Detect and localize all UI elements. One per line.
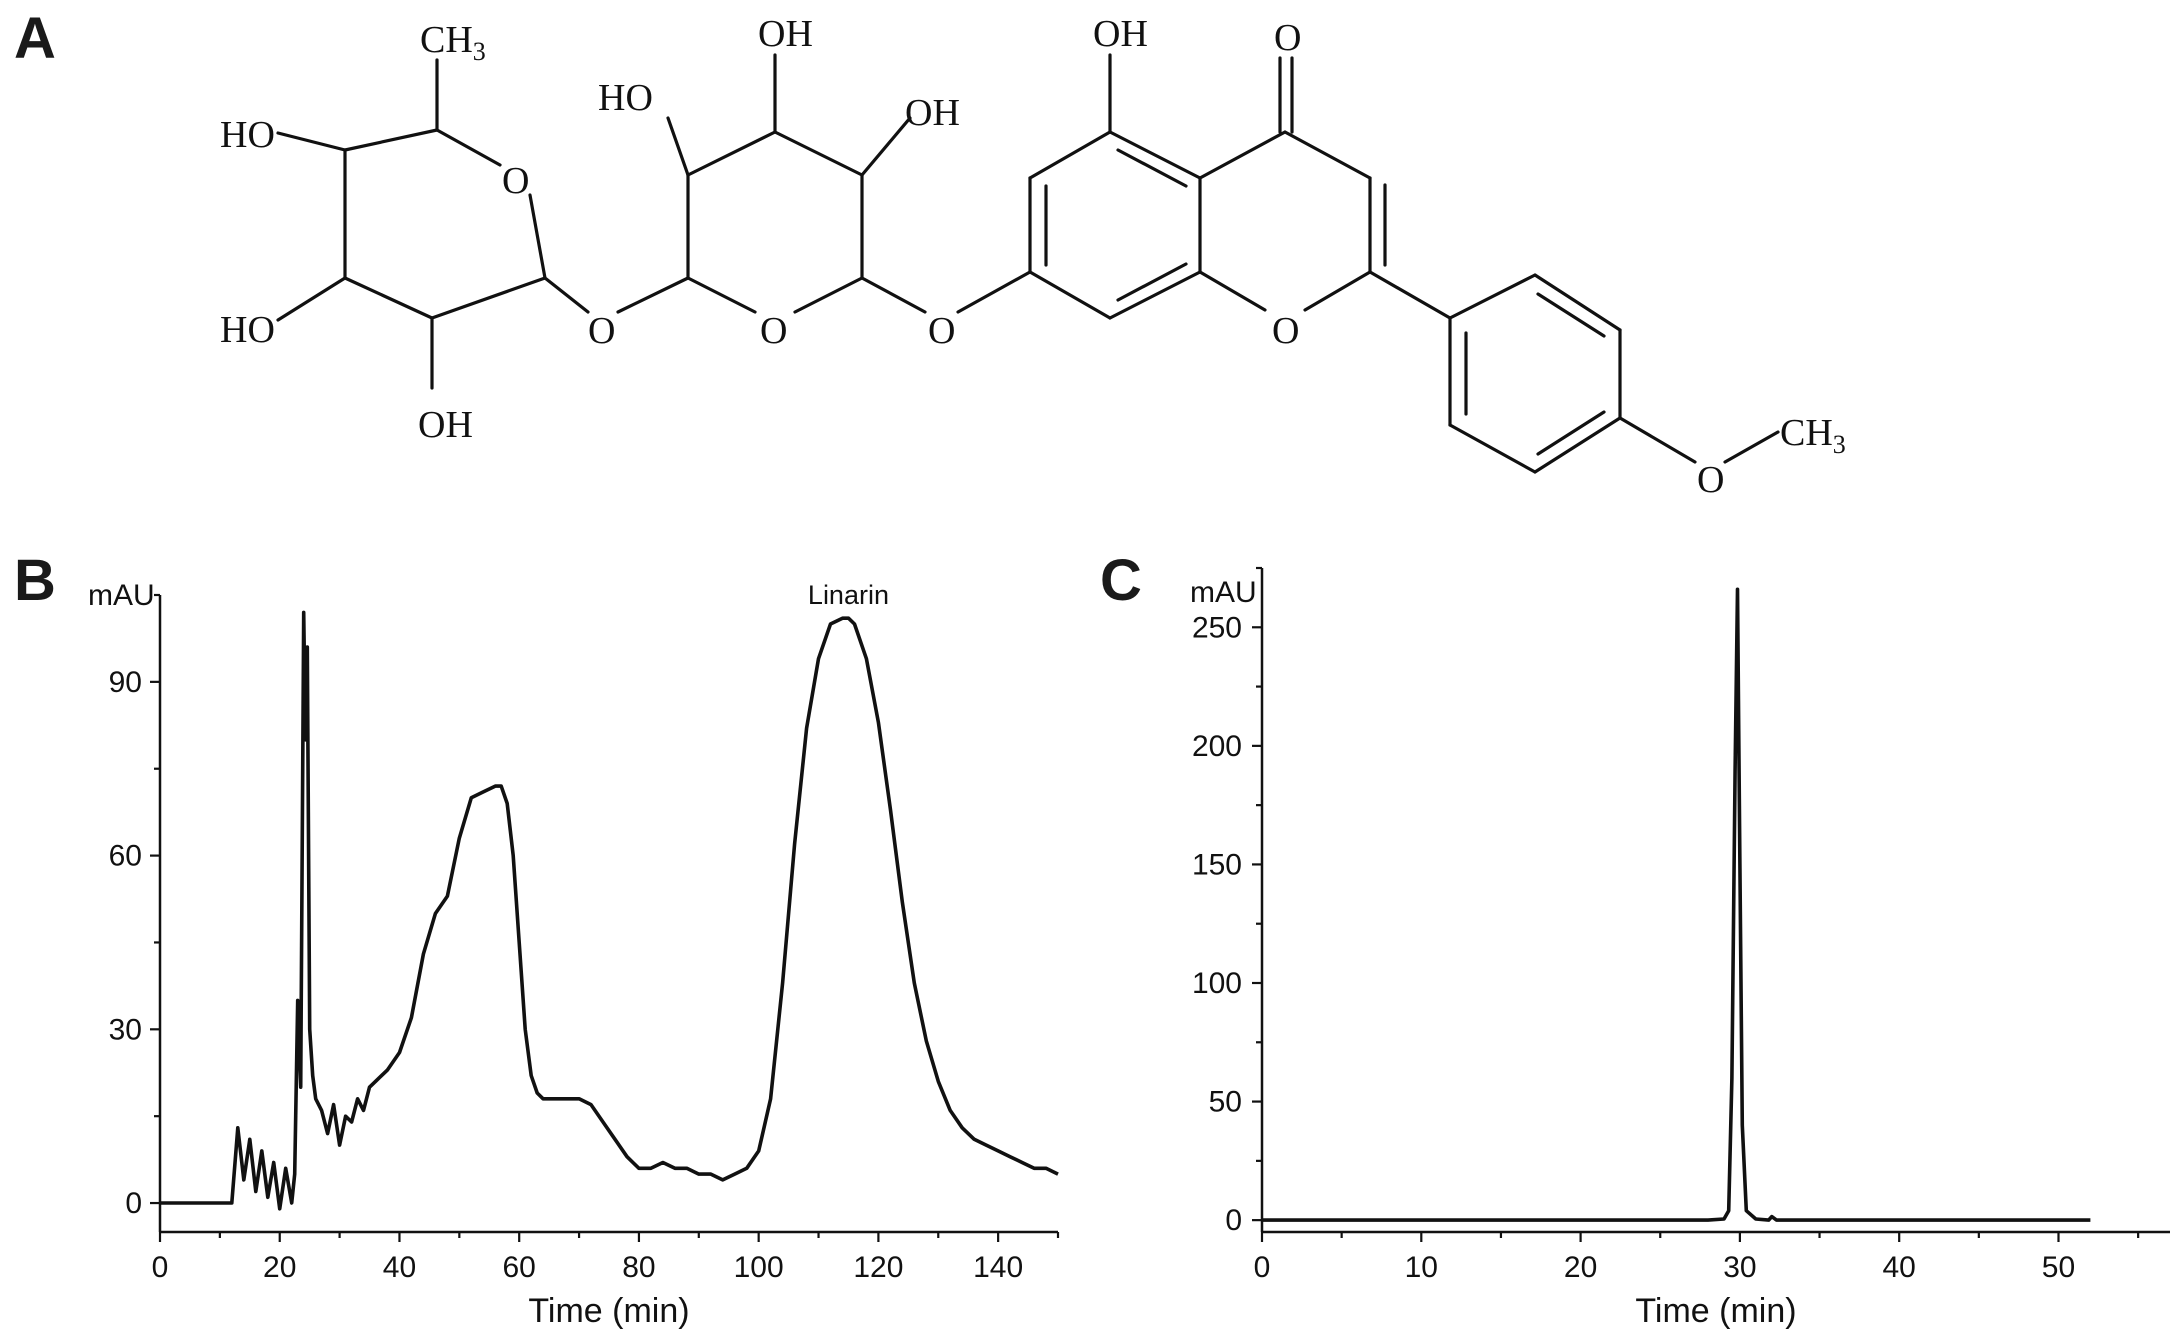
bond (1536, 292, 1606, 338)
chem-label: O (1274, 17, 1301, 59)
y-axis-unit-label: mAU (88, 579, 155, 612)
bond (1448, 273, 1537, 320)
bond (1116, 262, 1188, 302)
chem-label: O (588, 310, 615, 352)
chem-label: O (1272, 310, 1299, 352)
bond (1108, 270, 1202, 320)
y-tick-label: 30 (109, 1013, 142, 1046)
y-axis-unit-label: mAU (1190, 576, 1257, 609)
chart-c: 0 10 20 30 40 50 0 50 100 150 200 250 Time (min) (1192, 566, 2170, 1330)
chem-label: OH (905, 92, 960, 134)
x-tick-label: 80 (622, 1251, 655, 1284)
y-tick-label: 90 (109, 666, 142, 699)
bond (1303, 270, 1372, 312)
chem-label: OH (758, 13, 813, 55)
x-tick-label: 10 (1405, 1251, 1438, 1284)
y-tick-label: 250 (1192, 611, 1242, 644)
bond (1108, 130, 1202, 180)
series-line-0 (1262, 587, 2091, 1222)
bond (430, 276, 547, 320)
bond (860, 276, 927, 314)
bond (1723, 430, 1780, 464)
bond (1533, 273, 1622, 332)
bond (666, 116, 690, 177)
x-tick-label: 0 (152, 1251, 169, 1284)
bond (1198, 270, 1267, 312)
x-tick-label: 30 (1723, 1251, 1756, 1284)
series-line-0 (160, 610, 1059, 1211)
y-tick-label: 50 (1209, 1086, 1242, 1119)
panel-c: C mAU 0 10 20 30 40 50 0 50 100 150 200 250 Time (mi… (1100, 548, 2170, 1330)
y-tick-label: 0 (1225, 1204, 1242, 1237)
panel-letter-c: C (1100, 548, 1142, 613)
y-tick-label: 150 (1192, 848, 1242, 881)
bond (956, 270, 1032, 314)
chem-label: HO (598, 77, 653, 119)
y-tick-label: 200 (1192, 730, 1242, 763)
structure-bonds (276, 53, 1780, 474)
bond (773, 130, 864, 177)
x-tick-label: 140 (973, 1251, 1023, 1284)
y-tick-label: 100 (1192, 967, 1242, 1000)
x-tick-label: 20 (263, 1251, 296, 1284)
chem-label: O (502, 160, 529, 202)
chem-label: O (1697, 459, 1724, 501)
y-tick-label: 60 (109, 840, 142, 873)
chart-b: 0 20 40 60 80 100 120 140 0 30 60 90 Time (min) Linar… (109, 580, 1060, 1330)
bond (343, 128, 439, 152)
y-tick-label: 0 (125, 1187, 142, 1220)
bond (435, 128, 502, 167)
bond (1028, 130, 1112, 180)
panel-b: B mAU 0 20 40 60 80 100 120 140 0 30 60 90 Time (min… (14, 548, 1060, 1330)
structure-labels: CH3 HO HO OH O O HO OH OH O O OH O O O C… (220, 13, 1846, 501)
bond (1448, 423, 1537, 474)
chem-label: O (928, 310, 955, 352)
x-tick-label: 40 (383, 1251, 416, 1284)
chem-label: HO (220, 309, 275, 351)
x-tick-label: 50 (2042, 1251, 2075, 1284)
bond (343, 276, 434, 320)
x-tick-label: 100 (734, 1251, 784, 1284)
bond (1028, 270, 1112, 320)
chem-label: CH3 (1780, 412, 1846, 459)
bond (528, 193, 547, 280)
chem-label: HO (220, 114, 275, 156)
panel-letter-b: B (14, 548, 56, 613)
x-axis-title: Time (min) (1635, 1292, 1796, 1330)
x-tick-label: 60 (503, 1251, 536, 1284)
peak-annotation: Linarin (808, 580, 889, 610)
bond (616, 276, 690, 314)
bond (860, 116, 912, 177)
bond (793, 276, 864, 314)
x-tick-label: 0 (1254, 1251, 1271, 1284)
panel-a: A (14, 6, 1846, 501)
bond (686, 276, 757, 314)
bond (1283, 130, 1372, 180)
chem-label: OH (1093, 13, 1148, 55)
bond (1533, 416, 1622, 474)
chem-label: OH (418, 404, 473, 446)
chem-label: O (760, 310, 787, 352)
x-tick-label: 120 (853, 1251, 903, 1284)
bond (686, 130, 777, 177)
bond (276, 276, 347, 322)
bond (1116, 148, 1188, 188)
bond (1618, 416, 1697, 464)
bond (543, 276, 590, 314)
x-tick-label: 40 (1883, 1251, 1916, 1284)
bond (1536, 410, 1606, 456)
x-axis-title: Time (min) (528, 1292, 689, 1330)
x-tick-label: 20 (1564, 1251, 1597, 1284)
bond (1198, 130, 1287, 180)
panel-letter-a: A (14, 6, 56, 71)
bond (276, 131, 347, 152)
chem-label: CH3 (420, 19, 486, 66)
bond (1368, 270, 1452, 320)
